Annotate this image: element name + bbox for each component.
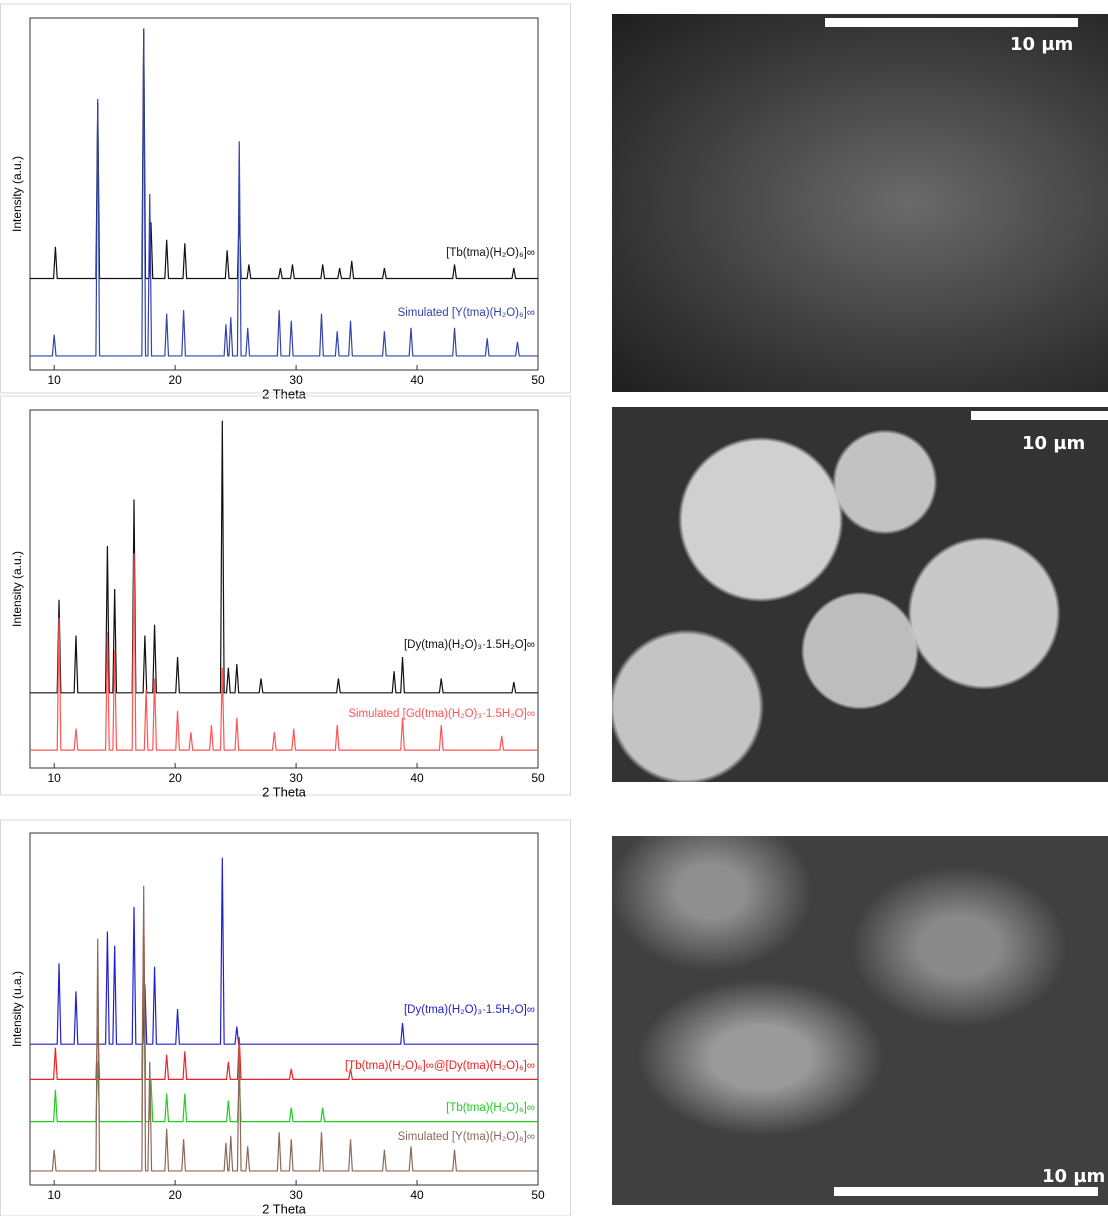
x-tick-label: 20 — [168, 1188, 182, 1202]
y-axis-label: Intensity (a.u.) — [10, 551, 24, 627]
xrd-plots: 10 20 30 40 50 2 Theta Intensity (a.u.) [Tb(tma… — [0, 3, 571, 1216]
x-tick-label: 50 — [531, 373, 545, 387]
x-tick-label: 20 — [168, 373, 182, 387]
x-axis-label: 2 Theta — [262, 1201, 307, 1216]
x-tick-label: 10 — [48, 1188, 62, 1202]
series-line — [30, 28, 538, 357]
scale-label: 10 µm — [1010, 34, 1074, 55]
sem-image: 10 µm — [612, 14, 1108, 392]
series-line — [30, 857, 538, 1045]
y-axis-label: Intensity (u.a.) — [10, 971, 24, 1047]
panel-border — [0, 3, 571, 394]
x-tick-label: 30 — [289, 373, 303, 387]
series-line — [30, 938, 538, 1123]
x-tick-label: 40 — [410, 1188, 424, 1202]
scale-label: 10 µm — [1022, 433, 1086, 454]
legend-label: Simulated [Gd(tma)(H₂O)₃·1.5H₂O]∞ — [348, 708, 535, 720]
series-line — [30, 885, 538, 1172]
x-axis-label: 2 Theta — [262, 784, 307, 799]
scale-bar — [825, 18, 1078, 27]
panel-border — [0, 395, 571, 796]
series-line — [30, 28, 538, 280]
x-tick-label: 40 — [410, 771, 424, 785]
plot-frame — [29, 832, 539, 1186]
x-tick-label: 20 — [168, 771, 182, 785]
x-tick-label: 50 — [531, 771, 545, 785]
x-tick-label: 50 — [531, 1188, 545, 1202]
scale-bar — [834, 1187, 1098, 1196]
x-tick-label: 10 — [48, 771, 62, 785]
legend-label: [Tb(tma)(H₂O)₆]∞@[Dy(tma)(H₂O)₆]∞ — [345, 1060, 535, 1072]
plot-frame — [29, 409, 539, 769]
legend-label: Simulated [Y(tma)(H₂O)₆]∞ — [398, 307, 535, 319]
x-tick-label: 10 — [48, 373, 62, 387]
legend-label: [Dy(tma)(H₂O)₃·1.5H₂O]∞ — [404, 1004, 535, 1016]
scale-label: 10 µm — [1042, 1166, 1106, 1187]
legend-label: Simulated [Y(tma)(H₂O)₆]∞ — [398, 1131, 535, 1143]
plot-frame — [29, 17, 539, 371]
x-axis-label: 2 Theta — [262, 386, 307, 401]
sem-image: 10 µm — [612, 407, 1108, 782]
panel-border — [0, 819, 571, 1216]
x-tick-label: 40 — [410, 373, 424, 387]
legend-label: [Dy(tma)(H₂O)₃·1.5H₂O]∞ — [404, 639, 535, 651]
y-axis-label: Intensity (a.u.) — [10, 156, 24, 232]
series-line — [30, 553, 538, 751]
x-tick-label: 30 — [289, 1188, 303, 1202]
x-tick-label: 30 — [289, 771, 303, 785]
sem-image: 10 µm — [612, 836, 1108, 1205]
legend-label: [Tb(tma)(H₂O)₆]∞ — [446, 247, 535, 259]
legend-label: [Tb(tma)(H₂O)₆]∞ — [446, 1102, 535, 1114]
scale-bar — [971, 411, 1108, 420]
series-line — [30, 420, 538, 694]
